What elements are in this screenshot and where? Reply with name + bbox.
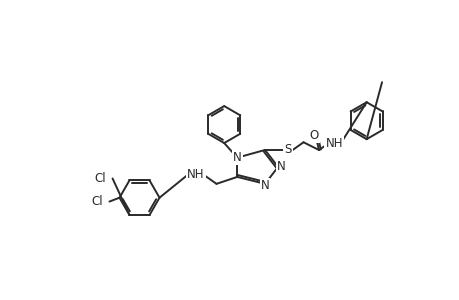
Text: O: O xyxy=(309,129,318,142)
Text: N: N xyxy=(276,160,285,173)
Text: N: N xyxy=(232,151,241,164)
Text: S: S xyxy=(284,143,291,157)
Text: NH: NH xyxy=(186,168,204,181)
Text: Cl: Cl xyxy=(91,195,103,208)
Text: Cl: Cl xyxy=(95,172,106,185)
Text: N: N xyxy=(260,179,269,192)
Text: NH: NH xyxy=(325,137,342,150)
